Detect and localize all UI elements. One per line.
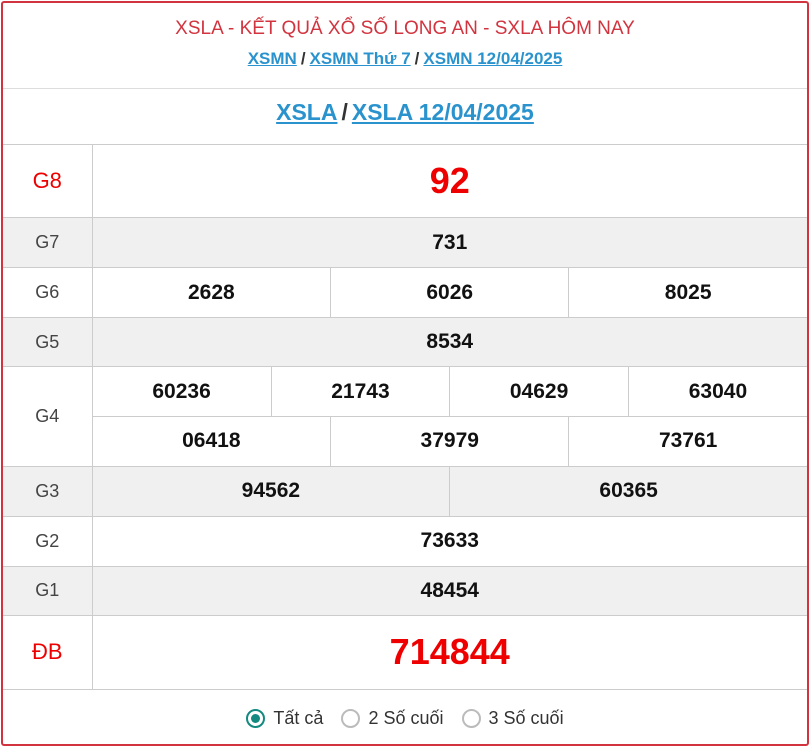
prize-label: ĐB [3, 614, 93, 690]
row-g7: G7 731 [3, 217, 807, 268]
prize-value: 8025 [664, 280, 712, 304]
prize-label: G7 [3, 217, 93, 268]
prize-label: G1 [3, 565, 93, 616]
prize-value: 714844 [91, 614, 807, 690]
prize-value: 63040 [688, 379, 748, 403]
prize-label: G5 [3, 317, 93, 367]
results-table: G8 92 G7 731 G6 2628 6026 8025 G5 8534 G4 60236… [3, 144, 807, 690]
radio-all[interactable]: Tất cả [246, 708, 323, 729]
row-g3: G3 94562 60365 [3, 465, 807, 517]
row-g5: G5 8534 [3, 317, 807, 367]
row-g2: G2 73633 [3, 515, 807, 567]
radio-3-digits[interactable]: 3 Số cuối [461, 708, 564, 729]
link-xsla-date[interactable]: XSLA 12/04/2025 [351, 99, 534, 125]
header: XSLA - KẾT QUẢ XỔ SỐ LONG AN - SXLA HÔM … [3, 3, 807, 89]
prize-value: 60365 [449, 466, 807, 516]
prize-value: 48454 [91, 565, 807, 616]
radio-unchecked-icon[interactable] [461, 709, 481, 728]
prize-value: 60236 [92, 367, 272, 416]
prize-value: 8534 [91, 317, 807, 367]
prize-value: 94562 [92, 466, 451, 516]
prize-value: 21743 [271, 367, 451, 416]
prize-value: 37979 [330, 416, 570, 466]
prize-value: 06418 [92, 416, 332, 466]
link-xsmn-date[interactable]: XSMN 12/04/2025 [423, 49, 563, 68]
page-title: XSLA - KẾT QUẢ XỔ SỐ LONG AN - SXLA HÔM … [175, 18, 635, 39]
digit-filter: Tất cả 2 Số cuối 3 Số cuối [3, 690, 807, 748]
prize-label: G6 [3, 267, 93, 318]
radio-unchecked-icon[interactable] [341, 709, 361, 728]
prize-label: G8 [3, 144, 93, 218]
prize-value: 6026 [330, 268, 570, 317]
row-g4: G4 60236 21743 04629 63040 06418 37979 73761 [3, 366, 807, 467]
prize-label: G2 [3, 515, 93, 567]
prize-value: 73633 [91, 515, 807, 567]
row-g8: G8 92 [3, 144, 807, 218]
prize-value: 731 [91, 217, 807, 268]
radio-checked-icon[interactable] [246, 709, 266, 728]
radio-label: Tất cả [273, 708, 324, 728]
link-xsmn[interactable]: XSMN [247, 49, 297, 68]
link-xsla[interactable]: XSLA [276, 99, 338, 125]
prize-label: G3 [3, 465, 93, 517]
separator: / [300, 49, 306, 68]
prize-value: 04629 [449, 367, 629, 416]
row-g6: G6 2628 6026 8025 [3, 267, 807, 318]
prize-label: G4 [3, 366, 93, 467]
row-g1: G1 48454 [3, 565, 807, 616]
separator: / [341, 99, 348, 125]
breadcrumb: XSMN / XSMN Thứ 7/XSMN 12/04/2025 [3, 49, 807, 69]
radio-2-digits[interactable]: 2 Số cuối [341, 708, 444, 729]
prize-value: 92 [91, 144, 807, 218]
prize-value: 73761 [658, 429, 718, 453]
separator: / [414, 49, 420, 68]
row-db: ĐB 714844 [3, 614, 807, 690]
link-xsmn-thu-7[interactable]: XSMN Thứ 7 [309, 49, 411, 68]
sub-breadcrumb: XSLA / XSLA 12/04/2025 [3, 89, 807, 144]
radio-label: 3 Số cuối [488, 708, 564, 728]
radio-label: 2 Số cuối [368, 708, 444, 728]
prize-value: 2628 [92, 268, 332, 317]
